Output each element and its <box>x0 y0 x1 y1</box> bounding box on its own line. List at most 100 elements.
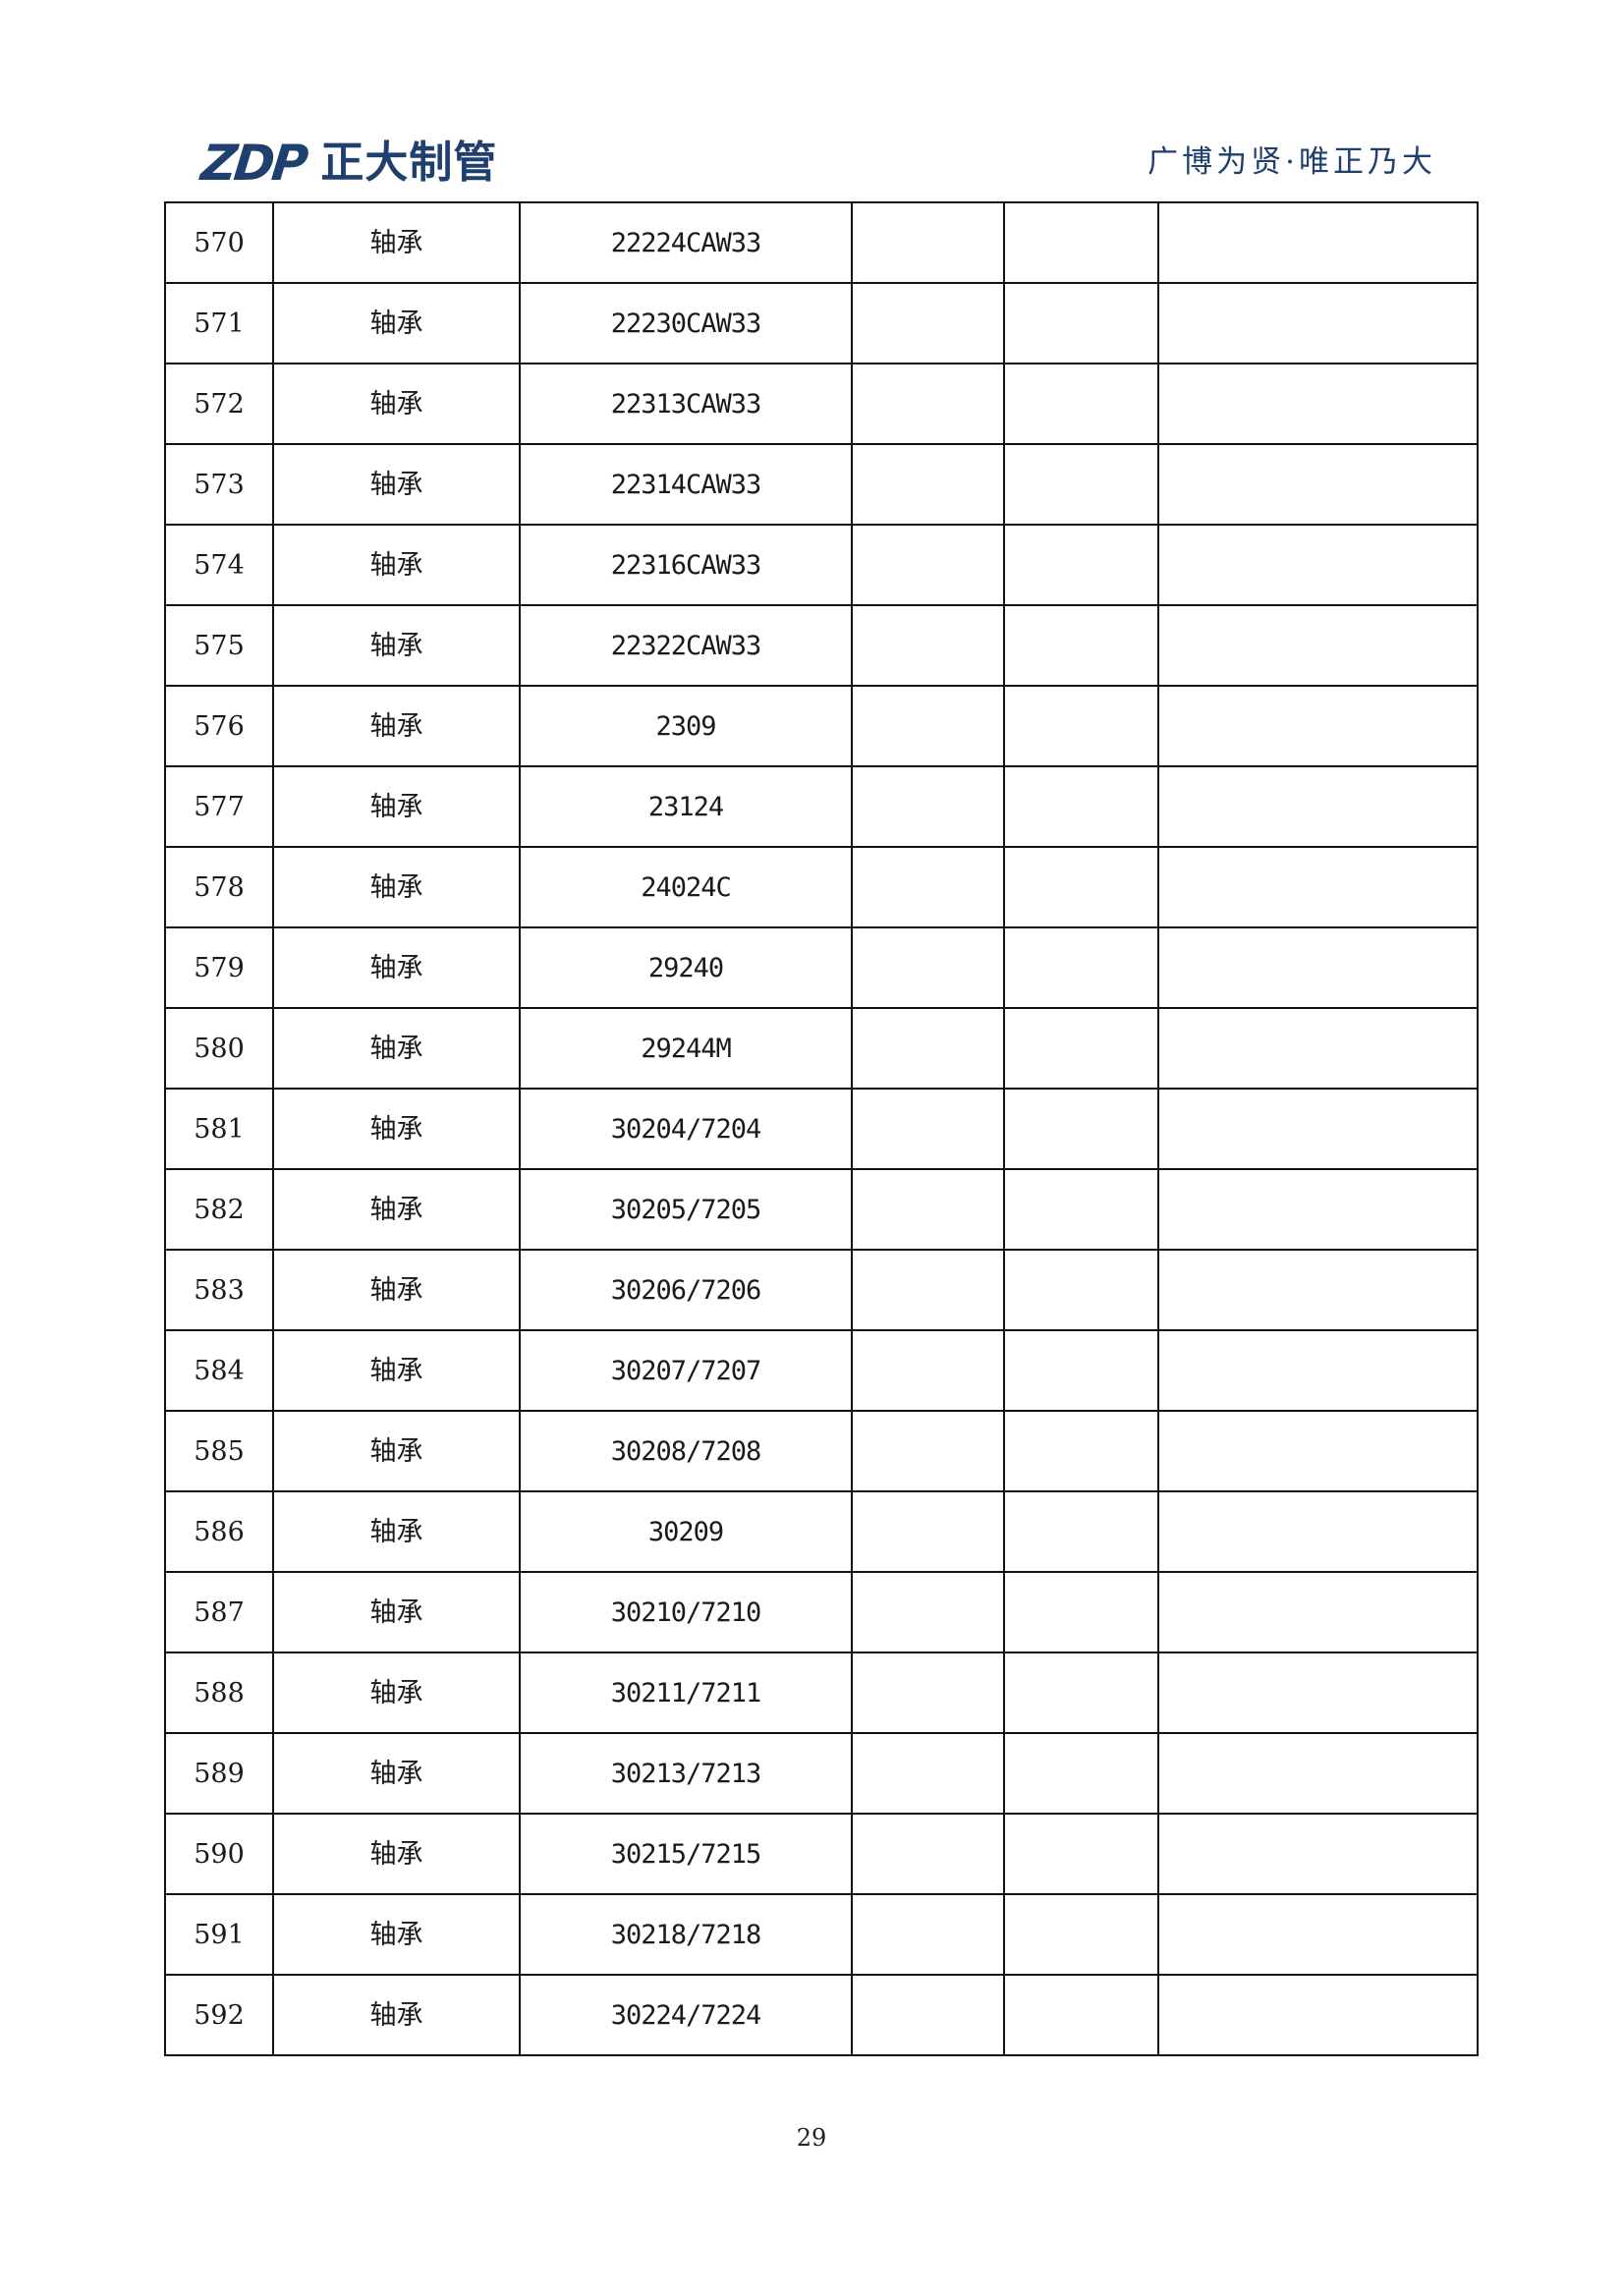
page-number: 29 <box>796 2124 827 2152</box>
cell-serial-number: 573 <box>164 443 274 526</box>
cell-empty <box>1157 1732 1479 1815</box>
cell-serial-number: 588 <box>164 1652 274 1734</box>
cell-empty <box>851 201 1005 284</box>
table-row: 591 轴承 30218/7218 <box>164 1893 1479 1976</box>
cell-serial-number: 570 <box>164 201 274 284</box>
cell-empty <box>1003 926 1159 1009</box>
cell-empty <box>1157 363 1479 445</box>
cell-empty <box>851 685 1005 767</box>
table-row: 575 轴承 22322CAW33 <box>164 604 1479 687</box>
cell-part-model: 23124 <box>519 765 853 848</box>
cell-empty <box>851 1974 1005 2056</box>
cell-part-model: 30224/7224 <box>519 1974 853 2056</box>
cell-empty <box>851 1007 1005 1090</box>
cell-empty <box>1003 1007 1159 1090</box>
cell-empty <box>851 1813 1005 1895</box>
cell-empty <box>1003 685 1159 767</box>
cell-serial-number: 584 <box>164 1329 274 1412</box>
table-row: 584 轴承 30207/7207 <box>164 1329 1479 1412</box>
table-row: 574 轴承 22316CAW33 <box>164 524 1479 606</box>
cell-serial-number: 576 <box>164 685 274 767</box>
table-row: 581 轴承 30204/7204 <box>164 1088 1479 1170</box>
cell-empty <box>851 1088 1005 1170</box>
cell-empty <box>1157 443 1479 526</box>
cell-part-model: 22230CAW33 <box>519 282 853 364</box>
cell-empty <box>1157 1813 1479 1895</box>
cell-empty <box>1003 1329 1159 1412</box>
cell-serial-number: 575 <box>164 604 274 687</box>
cell-empty <box>1157 1249 1479 1331</box>
parts-table: 570 轴承 22224CAW33 571 轴承 22230CAW33 572 轴承 22313… <box>164 201 1479 2056</box>
table-row: 580 轴承 29244M <box>164 1007 1479 1090</box>
cell-empty <box>1157 1490 1479 1573</box>
cell-empty <box>1157 604 1479 687</box>
cell-part-model: 30208/7208 <box>519 1410 853 1492</box>
table-row: 585 轴承 30208/7208 <box>164 1410 1479 1492</box>
cell-part-name: 轴承 <box>272 363 521 445</box>
cell-serial-number: 581 <box>164 1088 274 1170</box>
cell-part-model: 30215/7215 <box>519 1813 853 1895</box>
cell-part-model: 22314CAW33 <box>519 443 853 526</box>
table-row: 586 轴承 30209 <box>164 1490 1479 1573</box>
cell-part-name: 轴承 <box>272 1410 521 1492</box>
cell-part-name: 轴承 <box>272 524 521 606</box>
cell-empty <box>1157 1329 1479 1412</box>
cell-part-model: 22313CAW33 <box>519 363 853 445</box>
cell-empty <box>851 282 1005 364</box>
cell-part-model: 24024C <box>519 846 853 928</box>
cell-empty <box>1003 363 1159 445</box>
cell-part-model: 30211/7211 <box>519 1652 853 1734</box>
cell-empty <box>1157 1007 1479 1090</box>
cell-empty <box>851 1732 1005 1815</box>
cell-serial-number: 572 <box>164 363 274 445</box>
cell-empty <box>851 765 1005 848</box>
table-row: 577 轴承 23124 <box>164 765 1479 848</box>
cell-serial-number: 583 <box>164 1249 274 1331</box>
parts-table-body: 570 轴承 22224CAW33 571 轴承 22230CAW33 572 轴承 22313… <box>164 201 1479 2056</box>
logo-company-name: 正大制管 <box>320 138 498 188</box>
cell-serial-number: 587 <box>164 1571 274 1653</box>
cell-empty <box>851 1329 1005 1412</box>
cell-empty <box>1003 846 1159 928</box>
cell-part-model: 22316CAW33 <box>519 524 853 606</box>
cell-empty <box>851 363 1005 445</box>
cell-part-name: 轴承 <box>272 282 521 364</box>
cell-part-name: 轴承 <box>272 1732 521 1815</box>
cell-empty <box>1003 1813 1159 1895</box>
cell-empty <box>1003 524 1159 606</box>
cell-part-name: 轴承 <box>272 685 521 767</box>
cell-part-model: 22224CAW33 <box>519 201 853 284</box>
cell-empty <box>1003 1974 1159 2056</box>
cell-part-name: 轴承 <box>272 1652 521 1734</box>
cell-empty <box>1157 524 1479 606</box>
table-row: 583 轴承 30206/7206 <box>164 1249 1479 1331</box>
cell-part-name: 轴承 <box>272 1088 521 1170</box>
table-row: 587 轴承 30210/7210 <box>164 1571 1479 1653</box>
cell-empty <box>1003 1732 1159 1815</box>
cell-part-name: 轴承 <box>272 604 521 687</box>
cell-empty <box>1003 282 1159 364</box>
table-row: 589 轴承 30213/7213 <box>164 1732 1479 1815</box>
cell-part-name: 轴承 <box>272 765 521 848</box>
cell-empty <box>1157 926 1479 1009</box>
cell-part-model: 30213/7213 <box>519 1732 853 1815</box>
cell-empty <box>1157 1974 1479 2056</box>
cell-part-model: 29244M <box>519 1007 853 1090</box>
cell-serial-number: 577 <box>164 765 274 848</box>
cell-empty <box>851 846 1005 928</box>
cell-empty <box>851 1490 1005 1573</box>
cell-serial-number: 580 <box>164 1007 274 1090</box>
table-row: 579 轴承 29240 <box>164 926 1479 1009</box>
cell-empty <box>1157 1410 1479 1492</box>
cell-serial-number: 579 <box>164 926 274 1009</box>
table-row: 582 轴承 30205/7205 <box>164 1168 1479 1251</box>
cell-empty <box>851 1168 1005 1251</box>
cell-serial-number: 578 <box>164 846 274 928</box>
cell-empty <box>1003 765 1159 848</box>
cell-empty <box>1003 1571 1159 1653</box>
cell-empty <box>1003 1490 1159 1573</box>
cell-empty <box>851 1571 1005 1653</box>
cell-part-name: 轴承 <box>272 1893 521 1976</box>
cell-empty <box>1157 1168 1479 1251</box>
cell-empty <box>851 1410 1005 1492</box>
